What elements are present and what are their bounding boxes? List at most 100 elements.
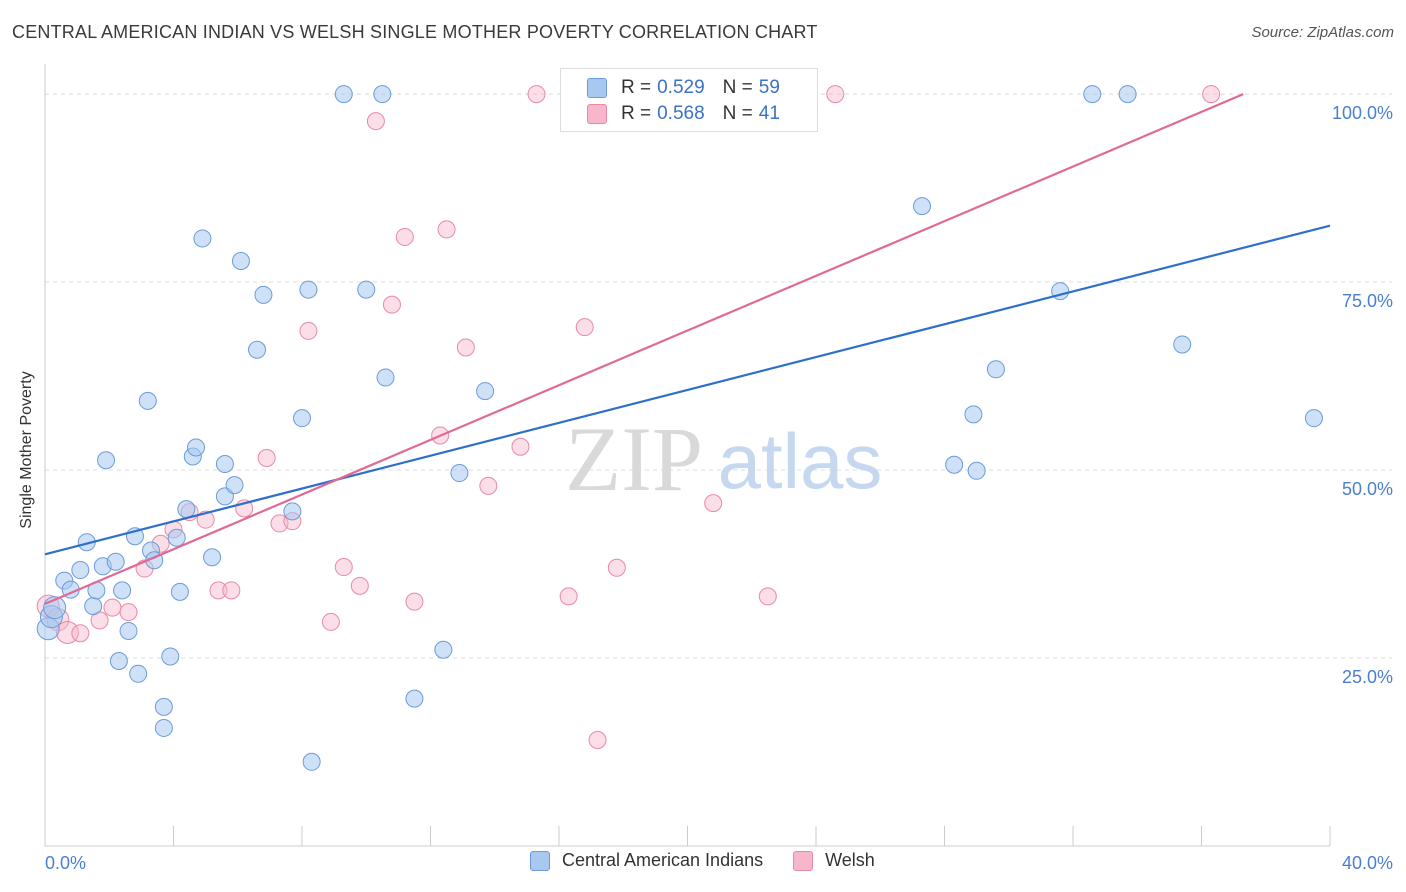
legend-r-label: R = [621, 77, 652, 98]
data-point-central-american-indians [254, 285, 273, 304]
data-point-central-american-indians [186, 438, 205, 457]
data-point-central-american-indians [373, 85, 392, 104]
data-point-central-american-indians [113, 581, 132, 600]
legend-item-welsh: Welsh [793, 850, 875, 871]
data-point-central-american-indians [138, 391, 157, 410]
data-point-welsh [437, 220, 456, 239]
legend-swatch-pink [587, 104, 607, 124]
data-point-central-american-indians [215, 455, 234, 474]
data-point-welsh [222, 581, 241, 600]
watermark-zip: ZIP [565, 408, 703, 510]
data-point-central-american-indians [913, 197, 932, 216]
data-point-central-american-indians [945, 455, 964, 474]
data-point-central-american-indians [231, 252, 250, 271]
data-point-welsh [826, 85, 845, 104]
legend-swatch-blue [587, 78, 607, 98]
data-point-central-american-indians [334, 85, 353, 104]
legend-row-pink: R = 0.568 N = 41 [587, 102, 798, 126]
data-point-central-american-indians [248, 340, 267, 359]
data-point-central-american-indians [109, 652, 128, 671]
data-point-central-american-indians [154, 697, 173, 716]
data-point-welsh [758, 587, 777, 606]
data-point-central-american-indians [170, 582, 189, 601]
data-point-central-american-indians [225, 476, 244, 495]
data-point-central-american-indians [161, 647, 180, 666]
data-point-central-american-indians [193, 229, 212, 248]
data-point-welsh [350, 576, 369, 595]
data-point-central-american-indians [376, 368, 395, 387]
x-tick-label: 0.0% [45, 853, 86, 873]
data-point-central-american-indians [71, 561, 90, 580]
y-tick-label: 25.0% [1342, 667, 1393, 687]
data-point-central-american-indians [106, 552, 125, 571]
data-point-central-american-indians [129, 664, 148, 683]
data-point-welsh [299, 321, 318, 340]
series-welsh-points [36, 85, 1221, 749]
data-point-central-american-indians [119, 621, 138, 640]
legend-n-label: N = [722, 77, 753, 98]
data-point-central-american-indians [450, 464, 469, 483]
watermark-atlas: atlas [718, 417, 883, 505]
data-point-central-american-indians [302, 752, 321, 771]
data-point-welsh [704, 494, 723, 513]
legend-n-value: 41 [758, 103, 780, 124]
data-point-central-american-indians [203, 548, 222, 567]
gridlines [45, 93, 1392, 659]
data-point-welsh [71, 624, 90, 643]
data-point-welsh [103, 598, 122, 617]
data-point-welsh [607, 558, 626, 577]
y-tick-label: 50.0% [1342, 479, 1393, 499]
chart-title: CENTRAL AMERICAN INDIAN VS WELSH SINGLE … [12, 22, 818, 42]
data-point-central-american-indians [1173, 335, 1192, 354]
source-credit: Source: ZipAtlas.com [1251, 24, 1394, 41]
data-point-central-american-indians [405, 689, 424, 708]
data-point-central-american-indians [1083, 85, 1102, 104]
data-point-central-american-indians [476, 382, 495, 401]
data-point-welsh [395, 227, 414, 246]
axis-tick-labels: 25.0% 50.0% 75.0% 100.0% 0.0% 40.0% [45, 103, 1393, 873]
tick-marks [173, 826, 1331, 846]
legend-r-value: 0.568 [657, 103, 705, 124]
legend-r-value: 0.529 [657, 77, 705, 98]
data-point-welsh [575, 318, 594, 337]
legend-swatch-blue [530, 850, 550, 871]
data-point-welsh [119, 603, 138, 622]
data-point-welsh [196, 510, 215, 529]
y-tick-label: 75.0% [1342, 291, 1393, 311]
watermark: ZIP atlas [565, 408, 882, 510]
data-point-welsh [1202, 85, 1221, 104]
data-point-welsh [382, 295, 401, 314]
series-central-american-indians-points [36, 85, 1323, 771]
data-point-central-american-indians [84, 597, 103, 616]
data-point-welsh [511, 437, 530, 456]
y-tick-label: 100.0% [1332, 103, 1393, 123]
legend-label: Central American Indians [562, 850, 764, 870]
data-point-welsh [456, 338, 475, 357]
data-point-welsh [366, 112, 385, 131]
correlation-legend: R = 0.529 N = 59 R = 0.568 N = 41 [560, 68, 818, 132]
data-point-central-american-indians [1304, 409, 1323, 428]
legend-n-value: 59 [758, 77, 780, 98]
data-point-central-american-indians [986, 360, 1005, 379]
data-point-central-american-indians [293, 409, 311, 428]
series-legend: Central American Indians Welsh [530, 850, 905, 871]
legend-swatch-pink [793, 850, 814, 871]
data-point-central-american-indians [434, 640, 453, 659]
legend-n-label: N = [722, 103, 753, 124]
data-point-welsh [588, 730, 607, 749]
legend-label: Welsh [825, 850, 875, 870]
data-point-central-american-indians [97, 451, 116, 470]
data-point-welsh [321, 612, 340, 631]
data-point-central-american-indians [283, 502, 302, 521]
data-point-central-american-indians [964, 405, 983, 424]
data-point-central-american-indians [154, 718, 173, 737]
data-point-central-american-indians [1118, 85, 1137, 104]
data-point-welsh [527, 85, 546, 104]
legend-item-central-american-indians: Central American Indians [530, 850, 763, 871]
data-point-welsh [559, 587, 578, 606]
data-point-central-american-indians [299, 280, 318, 299]
data-point-welsh [405, 592, 424, 611]
data-point-central-american-indians [967, 461, 986, 480]
trend-line-welsh [44, 93, 1244, 605]
